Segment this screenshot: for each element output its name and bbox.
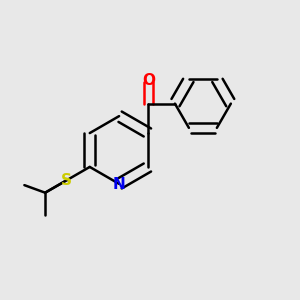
Text: S: S xyxy=(61,173,72,188)
Text: O: O xyxy=(142,74,155,88)
Text: N: N xyxy=(113,177,125,192)
